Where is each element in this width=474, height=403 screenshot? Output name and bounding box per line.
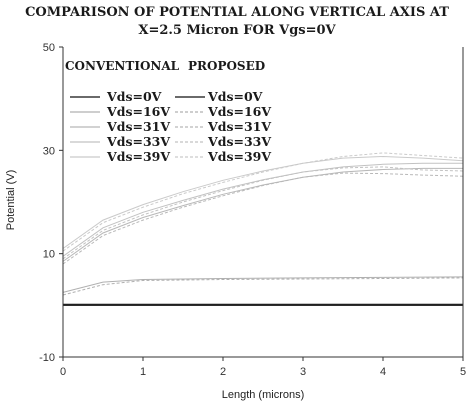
legend-label-conventional: Vds=39V — [106, 149, 170, 164]
y-axis-label: Potential (V) — [5, 170, 17, 231]
legend-label-proposed: Vds=16V — [207, 104, 271, 119]
series-conventional-vds-33v — [62, 162, 463, 257]
legend-label-proposed: Vds=39V — [207, 149, 271, 164]
legend-label-conventional: Vds=16V — [106, 104, 170, 119]
legend-header-conventional: CONVENTIONAL — [65, 59, 180, 73]
x-axis-label: Length (microns) — [222, 389, 305, 401]
series-proposed-vds-16v — [62, 277, 464, 296]
y-tick-label: 30 — [43, 145, 55, 157]
series-proposed-vds-31v — [62, 172, 464, 265]
y-tick-label: 10 — [43, 249, 55, 261]
x-tick-label: 1 — [140, 366, 146, 378]
x-tick-label: 0 — [60, 366, 66, 378]
chart-title: COMPARISON OF POTENTIAL ALONG VERTICAL A… — [25, 5, 449, 20]
series-layer — [62, 152, 464, 306]
ticks-layer: 0 1 2 3 4 5 -10 10 30 50 — [39, 42, 466, 378]
series-conventional-vds-16v — [62, 276, 464, 293]
y-tick-label: -10 — [39, 352, 55, 364]
legend-items: Vds=0VVds=16VVds=31VVds=33VVds=39VVds=0V… — [70, 89, 271, 164]
legend-header-proposed: PROPOSED — [188, 59, 265, 73]
x-tick-label: 2 — [220, 366, 226, 378]
x-tick-label: 4 — [380, 366, 386, 378]
legend-label-proposed: Vds=33V — [207, 134, 271, 149]
x-tick-label: 3 — [300, 366, 306, 378]
series-proposed-vds-39v — [62, 152, 464, 252]
legend-label-conventional: Vds=33V — [106, 134, 170, 149]
legend-label-proposed: Vds=31V — [207, 119, 271, 134]
axes-layer — [62, 47, 464, 358]
chart-subtitle: X=2.5 Micron FOR Vgs=0V — [138, 23, 336, 38]
x-tick-label: 5 — [460, 366, 466, 378]
legend-label-conventional: Vds=0V — [106, 89, 162, 104]
legend-label-conventional: Vds=31V — [106, 119, 170, 134]
series-conventional-vds-39v — [62, 155, 464, 249]
legend: CONVENTIONAL PROPOSED Vds=0VVds=16VVds=3… — [65, 59, 271, 164]
y-tick-label: 50 — [43, 42, 55, 54]
series-proposed-vds-33v — [62, 166, 464, 260]
legend-label-proposed: Vds=0V — [207, 89, 263, 104]
